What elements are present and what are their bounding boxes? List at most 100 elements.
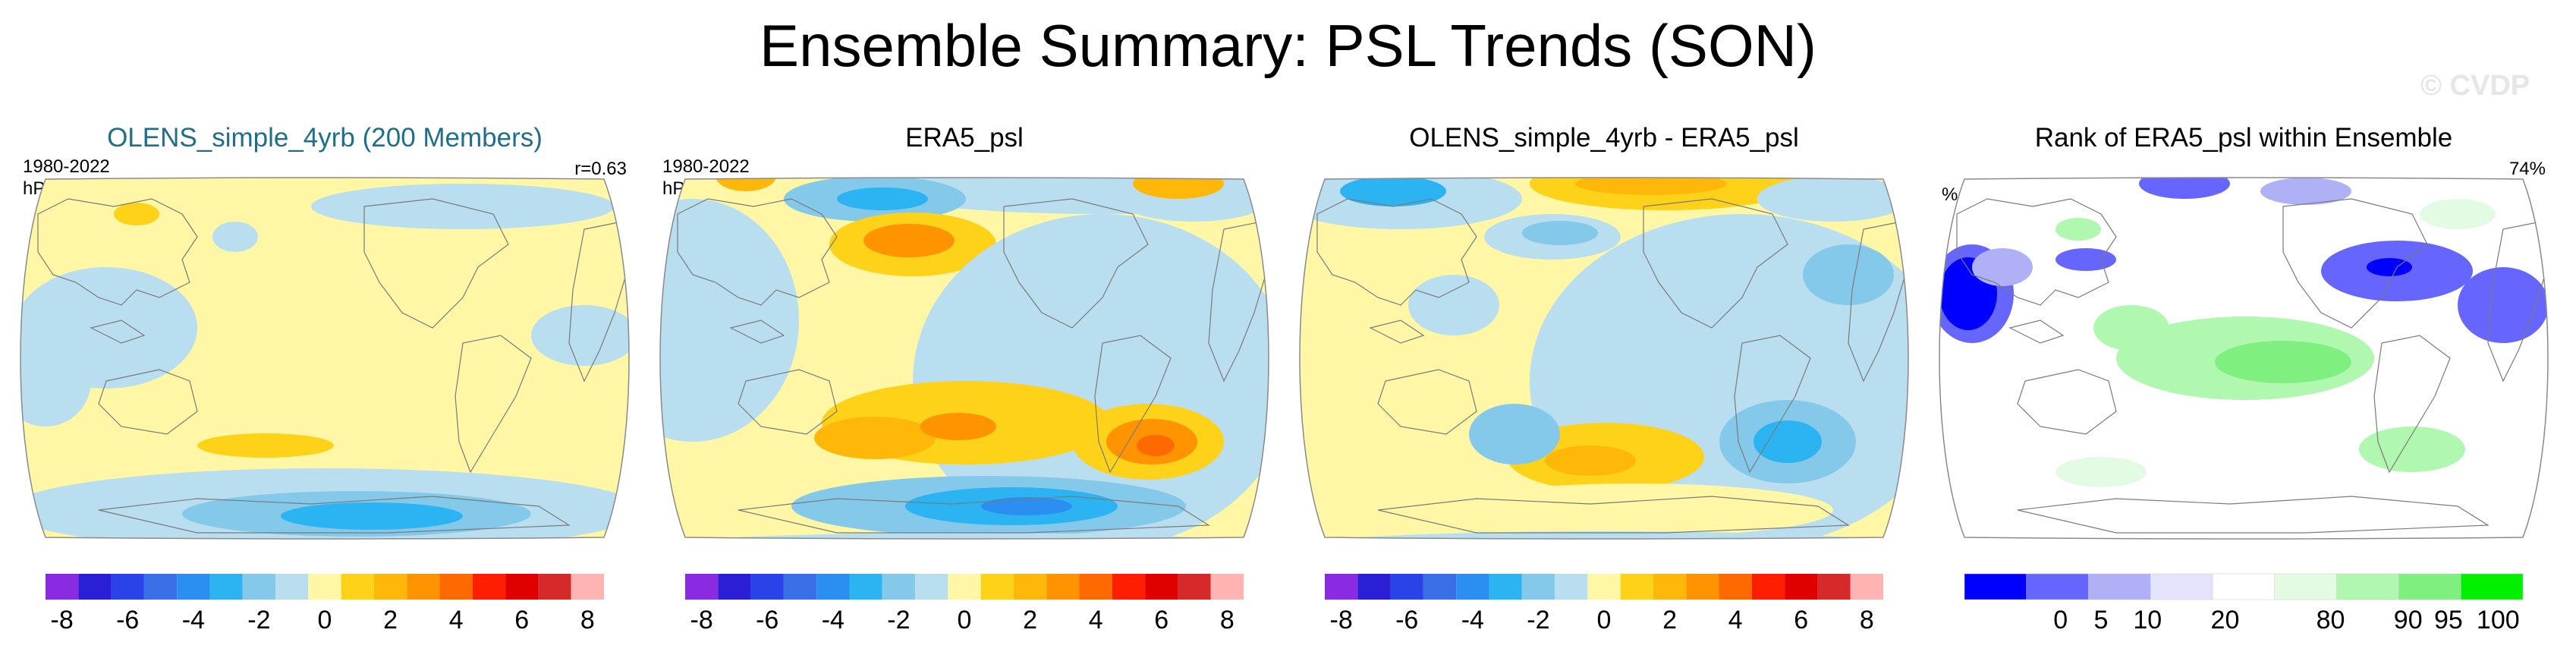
colorbar-tick-label: 0 [318, 606, 332, 635]
colorbar-swatch [1686, 574, 1719, 600]
field-contour [1972, 248, 2033, 286]
colorbar: -8 -6 -4 -2 0 2 4 6 8 [46, 574, 604, 635]
colorbar-tick-label: 8 [580, 606, 595, 635]
colorbar: -8 -6 -4 -2 0 2 4 6 8 [1325, 574, 1883, 635]
field-contour [2420, 199, 2496, 229]
colorbar-tick-label: 2 [1023, 606, 1037, 635]
field-contour [1133, 178, 1224, 199]
coastline [2373, 335, 2451, 474]
colorbar-tick-label: -4 [822, 606, 845, 635]
colorbar-swatch [1964, 573, 2027, 600]
colorbar-swatch [341, 574, 374, 600]
field-contour [197, 433, 334, 458]
colorbar-swatch [980, 574, 1014, 600]
coastline [738, 369, 838, 435]
colorbar-swatch [439, 574, 473, 600]
colorbar-swatch [1555, 574, 1588, 600]
coastline [2008, 320, 2065, 344]
colorbar-swatch [1325, 574, 1358, 600]
field-contour [981, 497, 1072, 515]
colorbar-swatch [1850, 574, 1883, 600]
colorbar-tick-label: 4 [1089, 606, 1103, 635]
colorbar-swatch [2460, 573, 2524, 600]
field-contour [2367, 258, 2412, 276]
field-contour [2139, 178, 2230, 199]
coastline [2282, 198, 2428, 329]
colorbar-swatch [472, 574, 506, 600]
map-panel-ensemble-mean: OLENS_simple_4yrb (200 Members) 1980-202… [8, 114, 642, 655]
field-contour [716, 178, 776, 191]
map-border [1299, 177, 1909, 540]
colorbar-tick-label: -2 [887, 606, 910, 635]
colorbar-swatch [1145, 574, 1178, 600]
colorbar-tick-label: 10 [2133, 606, 2162, 635]
colorbar-tick-label: 2 [383, 606, 398, 635]
field-contour [1754, 420, 1822, 463]
field-contour [1408, 275, 1499, 335]
coastline [2017, 369, 2117, 435]
colorbar-swatch [177, 574, 210, 600]
colorbar-swatch [2336, 573, 2399, 600]
field-contour [2093, 305, 2169, 351]
field-contour [2215, 341, 2351, 383]
field-contour [212, 222, 258, 252]
coastline [1643, 198, 1788, 329]
field-contour [814, 417, 936, 459]
period-label: 1980-2022 [23, 156, 110, 177]
colorbar-swatch [1785, 574, 1818, 600]
colorbar-tick-label: -4 [1461, 606, 1484, 635]
robinson-map [1299, 177, 1909, 540]
colorbar-swatch [750, 574, 784, 600]
coastline [1734, 335, 1811, 474]
colorbar-swatch [1521, 574, 1555, 600]
colorbar-swatch [783, 574, 817, 600]
colorbar-tick-label: -6 [1395, 606, 1418, 635]
robinson-map [1939, 177, 2549, 540]
colorbar-tick-label: 0 [2053, 606, 2068, 635]
colorbar-swatch [1653, 574, 1687, 600]
coastline [677, 198, 838, 306]
colorbar-swatch [1079, 574, 1112, 600]
field-contour [1340, 178, 1446, 206]
colorbar-tick-label: -8 [690, 606, 713, 635]
robinson-map [20, 177, 630, 540]
coastline [98, 496, 571, 534]
colorbar-tick-label: 8 [1860, 606, 1874, 635]
field-contour [114, 203, 159, 225]
colorbar-swatch [571, 574, 604, 600]
field-contour [2055, 218, 2101, 241]
field-contour [2055, 248, 2116, 271]
colorbar-tick-label: -2 [247, 606, 270, 635]
colorbar-tick-label: 90 [2394, 606, 2423, 635]
colorbar-swatch [849, 574, 882, 600]
colorbar-tick-label: 0 [1597, 606, 1612, 635]
colorbar: -8 -6 -4 -2 0 2 4 6 8 [685, 574, 1244, 635]
field-contour [1757, 178, 1908, 222]
colorbar-swatch [2398, 573, 2461, 600]
colorbar-tick-label: 2 [1662, 606, 1677, 635]
coastline [1377, 496, 1850, 534]
colorbar-tick-label: 95 [2434, 606, 2463, 635]
field-contour [531, 305, 629, 366]
period-label: 1980-2022 [662, 156, 750, 177]
field-contour [2055, 457, 2147, 487]
colorbar-tick-label: -6 [756, 606, 778, 635]
coastline [1316, 198, 1477, 306]
colorbar-swatch [685, 574, 719, 600]
cvdp-watermark: © CVDP [2420, 70, 2530, 102]
colorbar-tick-label: 4 [1728, 606, 1743, 635]
coastline [1956, 198, 2117, 306]
colorbar-swatch [143, 574, 178, 600]
figure-title: Ensemble Summary: PSL Trends (SON) [760, 12, 1816, 79]
colorbar-tick-label: 20 [2211, 606, 2240, 635]
panel-title: ERA5_psl [905, 123, 1024, 153]
field-contour [2260, 178, 2351, 205]
colorbar: 0 5 10 20 80 90 95 100 [1964, 573, 2524, 635]
map-panel-rank: Rank of ERA5_psl within Ensemble % 74% 0… [1926, 114, 2561, 655]
colorbar-swatch [882, 574, 916, 600]
map-border [20, 177, 630, 540]
coastline [729, 320, 785, 344]
colorbar-tick-label: 6 [1154, 606, 1168, 635]
colorbar-swatch [915, 574, 948, 600]
colorbar-tick-label: 0 [958, 606, 972, 635]
